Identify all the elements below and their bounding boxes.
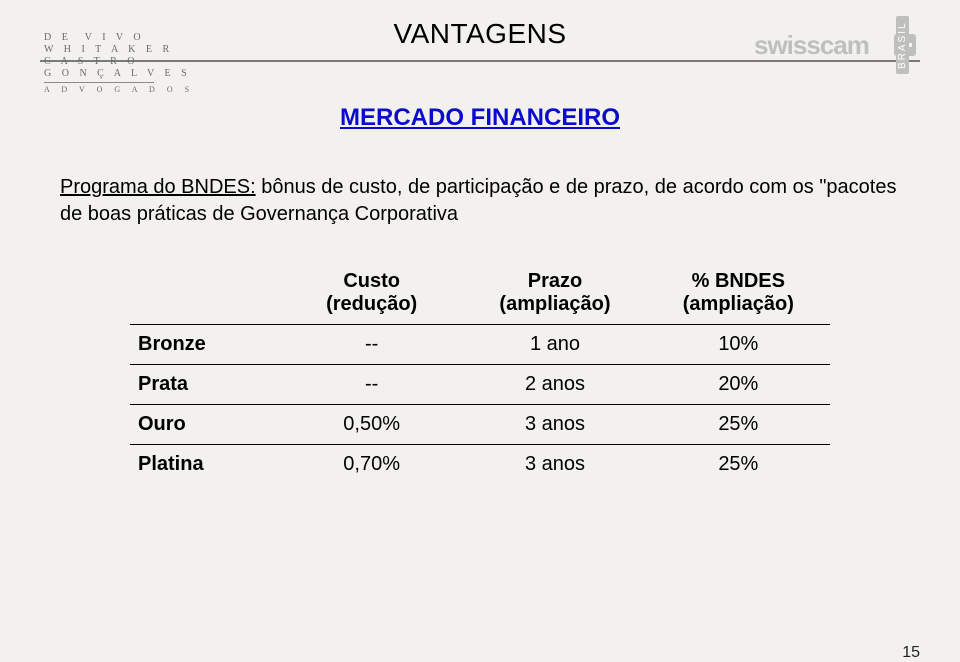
col-header-line2: (redução)	[288, 293, 455, 316]
row-label: Prata	[130, 365, 280, 405]
cell: 20%	[647, 365, 830, 405]
swisscam-logo: swisscam BRASIL	[754, 30, 924, 86]
cell: --	[280, 365, 463, 405]
cell: 3 anos	[463, 445, 646, 485]
logo-line: W H I T A K E R	[44, 44, 194, 56]
logo-line: D E V I V O	[44, 32, 194, 44]
firm-logo: D E V I V O W H I T A K E R C A S T R O …	[44, 32, 194, 96]
lead-label: Programa do BNDES:	[60, 176, 256, 198]
page-number: 15	[902, 644, 920, 662]
swisscam-wordmark: swisscam	[754, 30, 869, 60]
logo-line: G O N Ç A L V E S	[44, 68, 194, 80]
table-row: Bronze -- 1 ano 10%	[130, 325, 830, 365]
cell: 0,50%	[280, 405, 463, 445]
cell: 1 ano	[463, 325, 646, 365]
section-title: MERCADO FINANCEIRO	[0, 104, 960, 132]
col-header-custo: Custo (redução)	[280, 262, 463, 325]
col-header-bndes: % BNDES (ampliação)	[647, 262, 830, 325]
cell: 3 anos	[463, 405, 646, 445]
benefits-table: Custo (redução) Prazo (ampliação) % BNDE…	[130, 262, 830, 484]
row-label: Bronze	[130, 325, 280, 365]
cell: 2 anos	[463, 365, 646, 405]
table-row: Ouro 0,50% 3 anos 25%	[130, 405, 830, 445]
col-header-line2: (ampliação)	[655, 293, 822, 316]
row-label: Ouro	[130, 405, 280, 445]
table-row: Prata -- 2 anos 20%	[130, 365, 830, 405]
table-row: Platina 0,70% 3 anos 25%	[130, 445, 830, 485]
logo-line: A D V O G A D O S	[44, 84, 194, 96]
cell: 25%	[647, 405, 830, 445]
col-header-empty	[130, 262, 280, 325]
cell: 0,70%	[280, 445, 463, 485]
cell: 10%	[647, 325, 830, 365]
col-header-line1: % BNDES	[655, 270, 822, 293]
row-label: Platina	[130, 445, 280, 485]
col-header-line2: (ampliação)	[471, 293, 638, 316]
col-header-line1: Custo	[288, 270, 455, 293]
cell: --	[280, 325, 463, 365]
col-header-line1: Prazo	[471, 270, 638, 293]
cell: 25%	[647, 445, 830, 485]
logo-rule	[44, 82, 154, 83]
logo-line: C A S T R O	[44, 56, 194, 68]
col-header-prazo: Prazo (ampliação)	[463, 262, 646, 325]
swisscam-badge: BRASIL	[896, 16, 909, 74]
body-paragraph: Programa do BNDES: bônus de custo, de pa…	[60, 174, 900, 228]
